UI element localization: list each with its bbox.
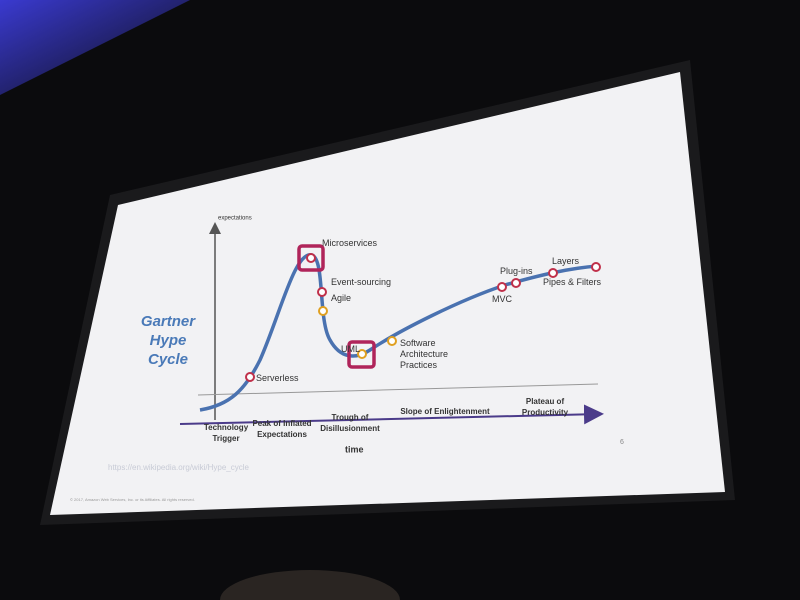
- point-label: Event-sourcing: [331, 277, 391, 287]
- phase-label-line: Slope of Enlightenment: [400, 407, 490, 416]
- audience-head: [220, 570, 400, 600]
- point-label-line: Event-sourcing: [331, 277, 391, 287]
- phase-label: Peak of Inflated Expectations: [252, 419, 311, 439]
- point-label: Microservices: [322, 238, 378, 248]
- point-label: Serverless: [256, 373, 299, 383]
- point-label: Pipes & Filters: [543, 277, 602, 287]
- source-url: https://en.wikipedia.org/wiki/Hype_cycle: [108, 463, 250, 472]
- phase-label-line: Plateau of: [526, 397, 565, 406]
- slide-title-line: Cycle: [148, 351, 188, 368]
- point-label: UML: [341, 344, 360, 354]
- hype-point: [306, 253, 316, 263]
- phase-label: Technology Trigger: [204, 423, 249, 443]
- hype-point: [387, 336, 397, 346]
- highlight-box: [347, 340, 376, 369]
- x-axis-label: time: [345, 444, 364, 454]
- hype-point: [548, 268, 558, 278]
- point-label-line: Practices: [400, 360, 438, 370]
- slide-title-line: Hype: [150, 332, 187, 349]
- phase-label-line: Technology: [204, 423, 249, 432]
- point-label-line: Plug-ins: [500, 266, 533, 276]
- phase-label: Plateau of Productivity: [522, 397, 569, 417]
- phase-label: Slope of Enlightenment: [400, 407, 490, 416]
- point-label-line: Architecture: [400, 349, 448, 359]
- hype-point: [318, 306, 328, 316]
- stage-light: [0, 0, 190, 95]
- point-label: Layers: [552, 256, 580, 266]
- baseline: [197, 383, 599, 396]
- point-label: Agile: [331, 293, 351, 303]
- hype-point: [357, 349, 367, 359]
- y-axis-label: expectations: [218, 216, 252, 222]
- point-label-line: Layers: [552, 256, 580, 266]
- slide-content: Gartner Hype Cycle expectations time Technolo…: [70, 216, 624, 502]
- phase-label-line: Trough of: [332, 413, 369, 422]
- copyright: © 2017, Amazon Web Services, Inc. or its…: [70, 497, 195, 502]
- hype-point: [591, 262, 601, 272]
- point-label-line: Microservices: [322, 238, 378, 248]
- page-number: 6: [620, 439, 624, 446]
- phase-label-line: Peak of Inflated: [252, 419, 311, 428]
- hype-point: [245, 372, 255, 382]
- hype-point: [317, 287, 327, 297]
- phase-label-line: Productivity: [522, 408, 569, 417]
- point-label: MVC: [492, 294, 513, 304]
- point-label-line: Pipes & Filters: [543, 277, 602, 287]
- slide-title-line: Gartner: [141, 313, 196, 330]
- point-label: Software Architecture Practices: [400, 338, 448, 370]
- slide-title: Gartner Hype Cycle: [141, 313, 196, 368]
- point-label-line: Serverless: [256, 373, 299, 383]
- point-label-line: Software: [400, 338, 436, 348]
- phase-label: Trough of Disillusionment: [320, 413, 380, 433]
- phase-label-line: Expectations: [257, 430, 307, 439]
- hype-point: [511, 278, 521, 288]
- hype-point: [497, 282, 507, 292]
- phase-label-line: Disillusionment: [320, 424, 380, 433]
- point-label: Plug-ins: [500, 266, 533, 276]
- highlight-box: [297, 244, 325, 272]
- x-axis: [179, 404, 604, 425]
- phase-label-line: Trigger: [212, 434, 239, 443]
- point-label-line: Agile: [331, 293, 351, 303]
- point-label-line: UML: [341, 344, 360, 354]
- point-label-line: MVC: [492, 294, 513, 304]
